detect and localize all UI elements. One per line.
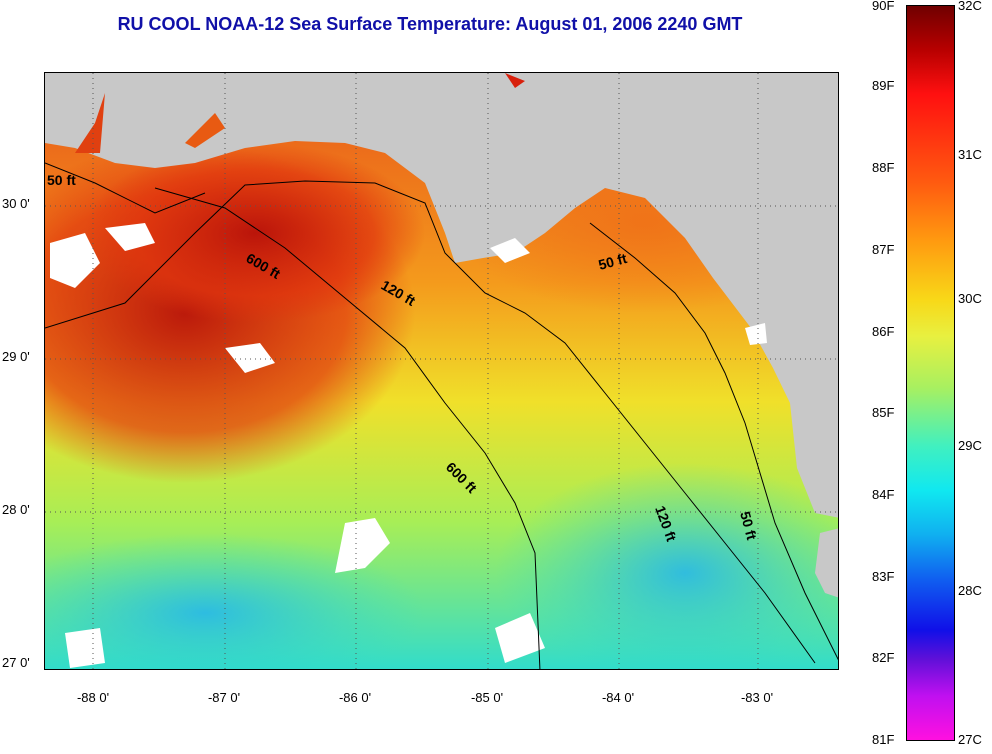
contour-label-50ft-east: 50 ft: [597, 250, 629, 273]
lake-north: [505, 73, 525, 88]
warm-water-shelf: [85, 143, 425, 323]
contour-label-50ft-south: 50 ft: [737, 510, 760, 542]
colorbar-f-label: 88F: [872, 160, 895, 175]
colorbar-f-label: 90F: [872, 0, 895, 13]
sst-map-canvas: 50 ft 600 ft 120 ft 50 ft 600 ft 120 ft …: [45, 73, 838, 669]
colorbar-f-label: 87F: [872, 242, 895, 257]
colorbar-c-label: 31C: [958, 147, 982, 162]
colorbar-f-label: 89F: [872, 78, 895, 93]
colorbar-c-label: 29C: [958, 438, 982, 453]
temperature-colorbar: [906, 5, 955, 741]
lat-label-30: 30 0': [2, 196, 30, 211]
colorbar-f-label: 82F: [872, 650, 895, 665]
lat-label-27: 27 0': [2, 655, 30, 670]
colorbar-f-label: 84F: [872, 487, 895, 502]
colorbar-f-label: 81F: [872, 732, 895, 747]
cloud-patches: [50, 223, 767, 668]
lon-label-83: -83 0': [740, 690, 774, 705]
cool-water-southeast: [495, 463, 838, 669]
bay-pensacola: [185, 113, 225, 148]
contour-label-50ft-west: 50 ft: [47, 172, 76, 188]
colorbar-f-label: 86F: [872, 324, 895, 339]
lon-label-86: -86 0': [338, 690, 372, 705]
colorbar-c-label: 28C: [958, 583, 982, 598]
land-mass: [45, 73, 838, 518]
bay-mobile: [75, 93, 105, 153]
lon-label-85: -85 0': [470, 690, 504, 705]
lon-label-84: -84 0': [601, 690, 635, 705]
map-title: RU COOL NOAA-12 Sea Surface Temperature:…: [117, 14, 743, 34]
colorbar-c-label: 27C: [958, 732, 982, 747]
colorbar-c-label: 30C: [958, 291, 982, 306]
lon-label-87: -87 0': [207, 690, 241, 705]
sst-map[interactable]: 50 ft 600 ft 120 ft 50 ft 600 ft 120 ft …: [44, 72, 839, 670]
cool-water-southwest: [45, 533, 425, 669]
lat-label-28: 28 0': [2, 502, 30, 517]
colorbar-f-label: 85F: [872, 405, 895, 420]
colorbar-c-label: 32C: [958, 0, 982, 13]
lat-label-29: 29 0': [2, 349, 30, 364]
colorbar-f-label: 83F: [872, 569, 895, 584]
land-peninsula: [815, 528, 838, 598]
depth-contours: [45, 162, 838, 669]
lon-label-88: -88 0': [76, 690, 110, 705]
